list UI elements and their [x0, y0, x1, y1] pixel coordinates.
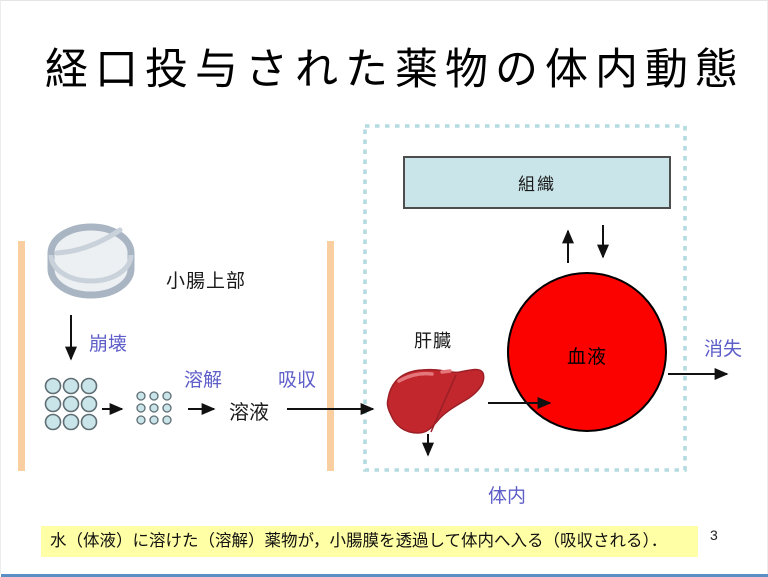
solution-label: 溶液 — [229, 402, 269, 424]
disintegration-label: 崩壊 — [89, 334, 128, 355]
dissolution-label: 溶解 — [184, 370, 223, 391]
absorption-label: 吸収 — [278, 370, 317, 391]
page-number: 3 — [710, 527, 718, 543]
membrane-bar-left — [18, 241, 25, 471]
blood-label: 血液 — [566, 347, 607, 368]
tablet-icon — [47, 223, 135, 299]
tissue-box: 組織 — [403, 156, 671, 209]
elimination-label: 消失 — [704, 339, 743, 360]
body-dashed-boundary — [363, 124, 687, 472]
liver-icon — [386, 368, 485, 434]
blood-circle-shape — [507, 272, 667, 432]
liver-label: 肝臓 — [414, 331, 452, 351]
footnote-highlight: 水（体液）に溶けた（溶解）薬物が，小腸膜を透過して体内へ入る（吸収される）． — [41, 526, 698, 557]
flow-arrows — [65, 225, 729, 457]
body-label: 体内 — [488, 486, 527, 507]
page-title: 経口投与された薬物の体内動態 — [45, 46, 745, 94]
membrane-bar-right — [327, 241, 334, 471]
drug-particles-large-icon — [44, 377, 98, 431]
tissue-label: 組織 — [518, 175, 556, 194]
intestine-label: 小腸上部 — [166, 271, 247, 292]
drug-particles-small-icon — [136, 391, 172, 425]
